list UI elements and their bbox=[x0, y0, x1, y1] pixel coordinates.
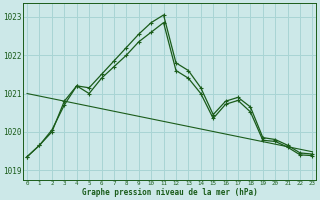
X-axis label: Graphe pression niveau de la mer (hPa): Graphe pression niveau de la mer (hPa) bbox=[82, 188, 258, 197]
